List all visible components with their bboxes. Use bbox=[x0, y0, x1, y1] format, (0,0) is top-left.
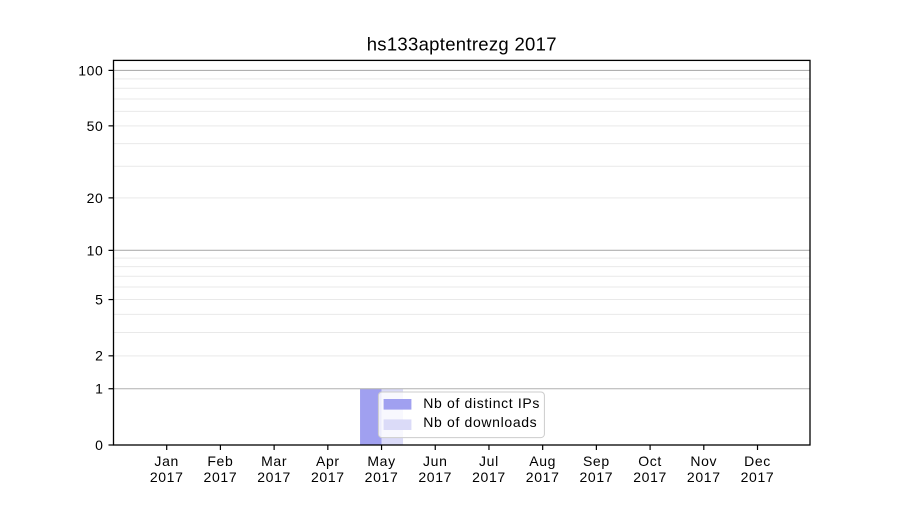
svg-text:Aug: Aug bbox=[529, 453, 556, 469]
svg-text:0: 0 bbox=[95, 437, 103, 453]
svg-text:Sep: Sep bbox=[583, 453, 610, 469]
svg-text:100: 100 bbox=[78, 62, 103, 78]
svg-text:2: 2 bbox=[95, 348, 103, 364]
svg-text:Oct: Oct bbox=[638, 453, 662, 469]
svg-text:Mar: Mar bbox=[261, 453, 287, 469]
svg-text:Feb: Feb bbox=[207, 453, 233, 469]
svg-text:1: 1 bbox=[95, 381, 103, 397]
svg-text:10: 10 bbox=[87, 242, 104, 258]
svg-text:2017: 2017 bbox=[365, 469, 399, 485]
svg-text:2017: 2017 bbox=[257, 469, 291, 485]
svg-text:Nov: Nov bbox=[690, 453, 717, 469]
svg-text:2017: 2017 bbox=[311, 469, 345, 485]
svg-text:2017: 2017 bbox=[526, 469, 560, 485]
svg-text:2017: 2017 bbox=[204, 469, 238, 485]
svg-text:2017: 2017 bbox=[580, 469, 614, 485]
svg-text:Nb of downloads: Nb of downloads bbox=[423, 414, 537, 430]
svg-text:Nb of distinct IPs: Nb of distinct IPs bbox=[423, 395, 540, 411]
svg-text:Jun: Jun bbox=[423, 453, 448, 469]
svg-text:2017: 2017 bbox=[633, 469, 667, 485]
svg-text:Jan: Jan bbox=[154, 453, 179, 469]
svg-text:2017: 2017 bbox=[687, 469, 721, 485]
svg-text:2017: 2017 bbox=[741, 469, 775, 485]
svg-text:20: 20 bbox=[87, 190, 104, 206]
svg-text:2017: 2017 bbox=[150, 469, 184, 485]
svg-text:Dec: Dec bbox=[744, 453, 771, 469]
svg-text:May: May bbox=[367, 453, 395, 469]
svg-text:Apr: Apr bbox=[316, 453, 340, 469]
svg-text:2017: 2017 bbox=[472, 469, 506, 485]
svg-text:5: 5 bbox=[95, 291, 103, 307]
svg-text:hs133aptentrezg 2017: hs133aptentrezg 2017 bbox=[367, 34, 557, 55]
svg-text:2017: 2017 bbox=[418, 469, 452, 485]
svg-text:50: 50 bbox=[87, 118, 104, 134]
svg-text:Jul: Jul bbox=[479, 453, 499, 469]
